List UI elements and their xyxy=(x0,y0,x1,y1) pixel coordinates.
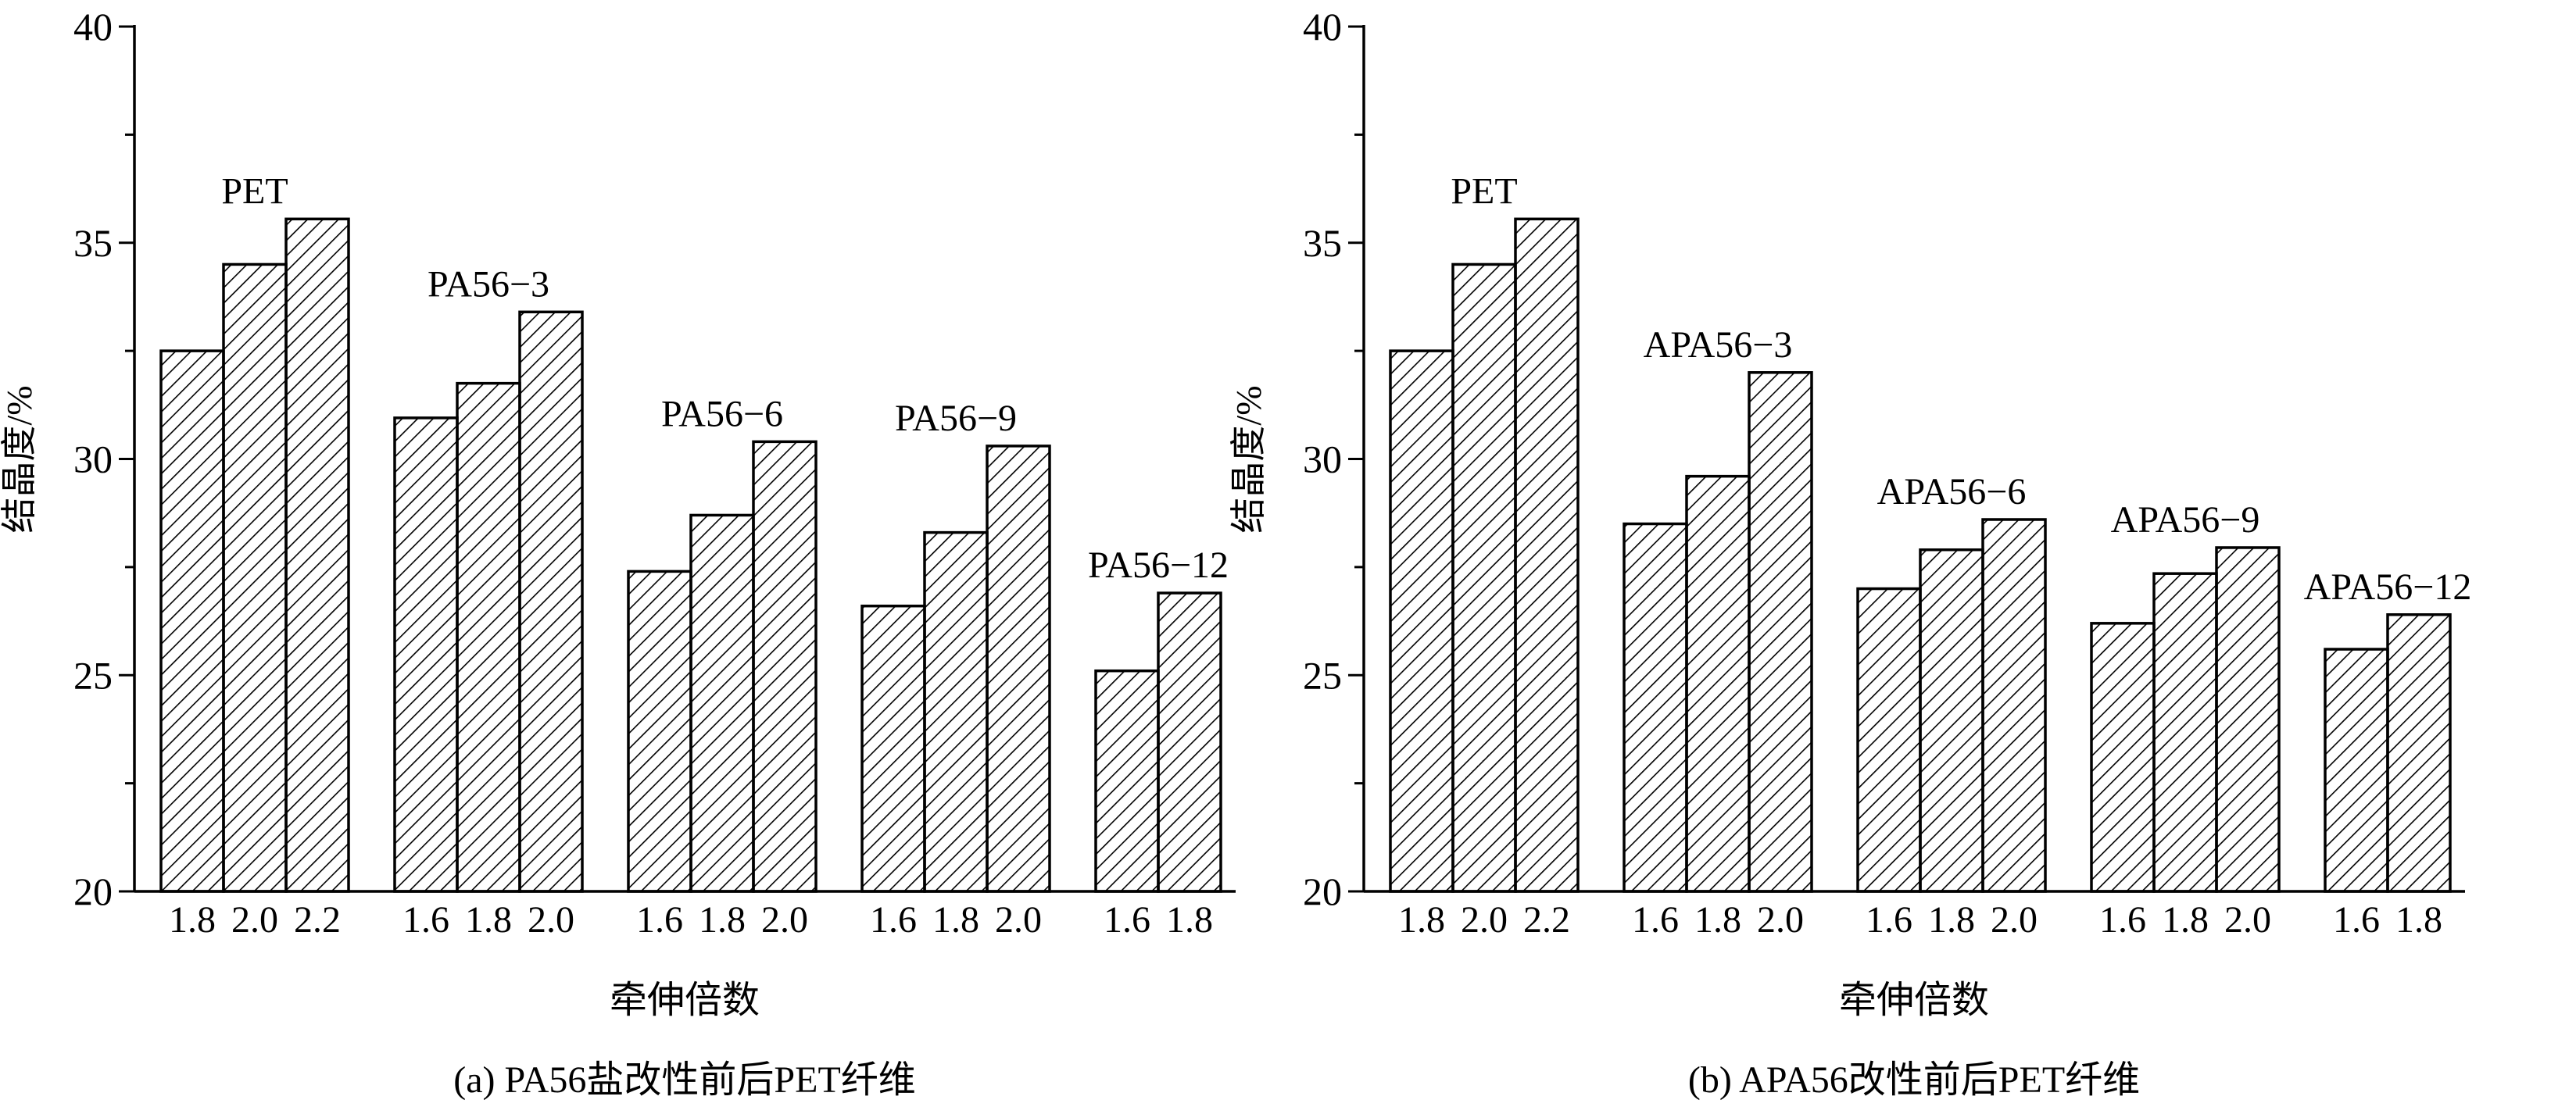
bar xyxy=(689,513,755,893)
x-tick-label: 1.8 xyxy=(1398,899,1445,941)
group-label: APA56−6 xyxy=(1877,471,2027,512)
x-tick-label: 1.8 xyxy=(2395,899,2442,941)
x-tick-label: 1.6 xyxy=(870,899,917,941)
bar xyxy=(2152,572,2218,893)
bar xyxy=(2324,648,2389,893)
y-axis-title: 结晶度/% xyxy=(1229,385,1268,533)
x-tick-label: 1.8 xyxy=(169,899,216,941)
x-tick-label: 2.0 xyxy=(761,899,808,941)
group-label: PA56−6 xyxy=(661,393,783,434)
group-label: PA56−9 xyxy=(895,398,1017,439)
bar xyxy=(2090,622,2156,893)
x-tick-label: 2.0 xyxy=(995,899,1042,941)
bar xyxy=(1856,587,1922,893)
y-tick-label: 30 xyxy=(73,437,113,481)
bar xyxy=(1389,349,1454,893)
x-tick-label: 1.8 xyxy=(465,899,512,941)
figure-caption: (b) APA56改性前后PET纤维 xyxy=(1688,1059,2140,1101)
group-label: APA56−12 xyxy=(2304,566,2472,608)
group-label: PA56−12 xyxy=(1088,545,1229,586)
bar xyxy=(159,349,225,893)
group-label: PA56−3 xyxy=(428,263,549,305)
bar xyxy=(222,262,288,893)
figure-caption: (a) PA56盐改性前后PET纤维 xyxy=(453,1059,916,1101)
bar xyxy=(1981,518,2047,893)
group-label: PET xyxy=(1451,170,1517,212)
x-tick-label: 1.8 xyxy=(2162,899,2209,941)
x-tick-label: 1.6 xyxy=(2099,899,2146,941)
x-tick-label: 1.8 xyxy=(1166,899,1213,941)
x-tick-label: 1.6 xyxy=(1632,899,1679,941)
bar xyxy=(456,381,521,893)
y-axis-title: 结晶度/% xyxy=(0,385,39,533)
x-tick-label: 1.8 xyxy=(932,899,979,941)
x-tick-label: 1.8 xyxy=(1694,899,1741,941)
x-tick-label: 1.6 xyxy=(402,899,449,941)
x-tick-label: 2.0 xyxy=(1757,899,1804,941)
y-tick-label: 40 xyxy=(1303,5,1342,48)
y-tick-label: 35 xyxy=(1303,221,1342,265)
bar xyxy=(923,530,989,893)
bar xyxy=(752,440,818,893)
bar xyxy=(518,310,584,893)
bar xyxy=(627,570,692,893)
x-tick-label: 2.0 xyxy=(2224,899,2271,941)
bar xyxy=(393,416,459,893)
y-tick-label: 25 xyxy=(1303,653,1342,697)
x-tick-label: 1.6 xyxy=(1866,899,1912,941)
x-tick-label: 1.8 xyxy=(699,899,746,941)
bar xyxy=(1919,548,1984,893)
bar xyxy=(1514,217,1580,893)
x-tick-label: 1.6 xyxy=(2333,899,2380,941)
y-tick-label: 20 xyxy=(73,870,113,913)
bar xyxy=(1623,522,1688,893)
bar xyxy=(860,604,926,893)
bar xyxy=(2386,613,2452,893)
y-tick-label: 30 xyxy=(1303,437,1342,481)
bar xyxy=(1451,262,1517,893)
x-tick-label: 1.6 xyxy=(1104,899,1150,941)
y-tick-label: 25 xyxy=(73,653,113,697)
y-tick-label: 35 xyxy=(73,221,113,265)
y-tick-label: 20 xyxy=(1303,870,1342,913)
chart-panel-b: 1.8 2.0 2.2 PET 1.6 1.8 2.0 APA56−3 1.6 1.8 2.0 APA… xyxy=(1229,5,2471,1101)
x-tick-label: 2.0 xyxy=(528,899,574,941)
group-label: APA56−3 xyxy=(1644,324,1793,366)
x-tick-label: 1.6 xyxy=(636,899,683,941)
group-label: PET xyxy=(221,170,288,212)
chart-panel-a: 1.8 2.0 2.2 PET 1.6 1.8 2.0 PA56−3 1.6 1.8 2.0 PA56… xyxy=(0,5,1236,1101)
x-axis-title: 牵伸倍数 xyxy=(610,980,760,1021)
bar xyxy=(1157,591,1222,893)
x-tick-label: 1.8 xyxy=(1928,899,1975,941)
bar xyxy=(2215,546,2281,893)
y-tick-label: 40 xyxy=(73,5,113,48)
bar xyxy=(986,445,1051,893)
x-tick-label: 2.2 xyxy=(294,899,341,941)
x-axis-title: 牵伸倍数 xyxy=(1839,980,1989,1021)
group-label: APA56−9 xyxy=(2111,499,2260,541)
bar xyxy=(1748,371,1813,893)
bar xyxy=(1685,474,1751,893)
x-tick-label: 2.0 xyxy=(231,899,278,941)
x-tick-label: 2.0 xyxy=(1461,899,1508,941)
bar xyxy=(1094,669,1160,893)
bar xyxy=(284,217,350,893)
x-tick-label: 2.0 xyxy=(1991,899,2038,941)
x-tick-label: 2.2 xyxy=(1523,899,1570,941)
